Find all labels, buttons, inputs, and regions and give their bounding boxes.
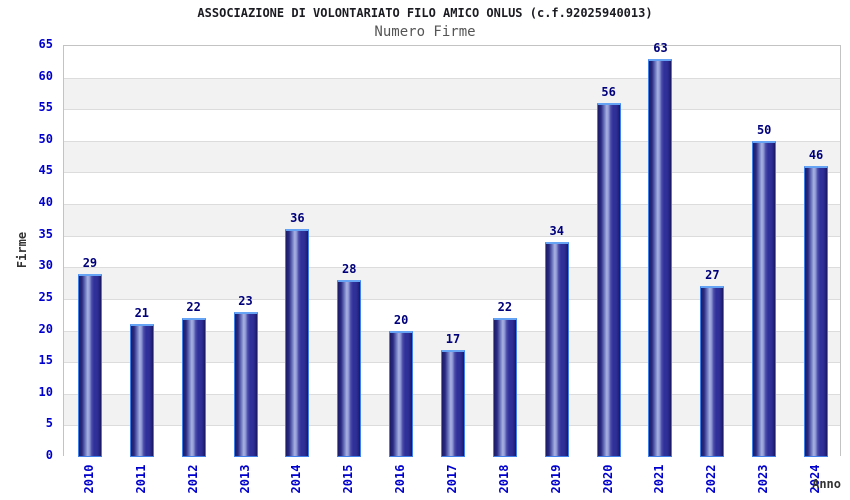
bar-value-label: 63 [653,40,668,55]
bar [337,279,362,457]
gridline [64,140,840,142]
bar-value-label: 56 [601,84,616,99]
plot-band [64,46,840,78]
gridline [64,298,840,300]
gridline [64,235,840,237]
x-tick-label: 2021 [652,464,667,494]
plot-band [64,204,840,236]
chart-title: ASSOCIAZIONE DI VOLONTARIATO FILO AMICO … [197,6,653,20]
bar [181,317,206,457]
plot-band [64,172,840,205]
y-tick-label: 15 [38,353,53,368]
x-tick-label: 2013 [237,464,252,494]
bar-value-label: 27 [705,268,720,283]
x-tick-label: 2019 [548,464,563,494]
x-tick-label: 2010 [81,464,96,494]
y-tick-label: 0 [45,448,53,462]
x-tick-label: 2017 [445,464,459,494]
bar-value-label: 46 [808,148,824,163]
y-tick-label: 20 [38,321,53,336]
bar-value-label: 22 [186,299,201,314]
x-tick-label: 2022 [704,464,719,494]
bar-value-label: 34 [549,224,564,238]
x-tick-label: 2015 [341,464,356,494]
y-tick-label: 30 [38,258,53,273]
bar [596,102,621,457]
bar [492,317,517,457]
gridline [64,77,840,79]
y-tick-label: 40 [38,195,53,210]
plot-band [64,109,840,141]
bar-value-label: 21 [134,306,150,321]
y-tick-label: 35 [38,226,53,241]
bar [752,140,777,457]
y-tick-label: 5 [45,416,53,431]
gridline [64,330,840,332]
bar-value-label: 28 [342,261,357,276]
bar-value-label: 29 [82,255,98,270]
plot-area: 29 21 22 23 36 28 20 17 22 34 56 63 27 50 46 [63,41,841,457]
bar [77,273,102,457]
gridline [64,204,840,206]
x-tick-label: 2016 [393,464,408,494]
chart-subtitle: Numero Firme [374,24,476,40]
bar [389,330,414,457]
y-tick-label: 10 [38,384,53,399]
y-tick-label: 60 [38,68,53,83]
x-tick-label: 2020 [600,464,615,494]
bar [441,349,465,457]
plot-band [64,235,840,268]
x-tick-label: 2014 [289,464,304,494]
bar-value-label: 23 [238,293,253,308]
x-tick-label: 2023 [756,464,771,494]
bar [648,58,673,457]
y-tick-label: 65 [38,37,53,51]
bar [700,286,725,457]
bar-value-label: 50 [756,122,772,137]
x-tick-label: 2012 [185,464,200,494]
bar-value-label: 36 [290,211,305,226]
x-axis-label: Anno [812,477,841,491]
bar-value-label: 22 [497,299,513,314]
bar [804,166,829,457]
gridline [64,109,840,111]
plot-band [64,140,840,173]
gridline [64,267,840,269]
y-tick-label: 55 [38,100,53,115]
bar [285,229,310,457]
x-tick-label: 2011 [133,464,148,494]
bar [544,242,569,457]
gridline [64,172,840,174]
bar [129,324,154,457]
y-tick-label: 50 [38,131,53,146]
bar-value-label: 17 [445,331,461,346]
bar [233,311,258,457]
x-tick-label: 2018 [496,464,511,494]
bar-value-label: 20 [393,312,409,327]
y-tick-label: 25 [38,289,53,304]
plot-band [64,77,840,110]
y-tick-label: 45 [38,163,53,178]
